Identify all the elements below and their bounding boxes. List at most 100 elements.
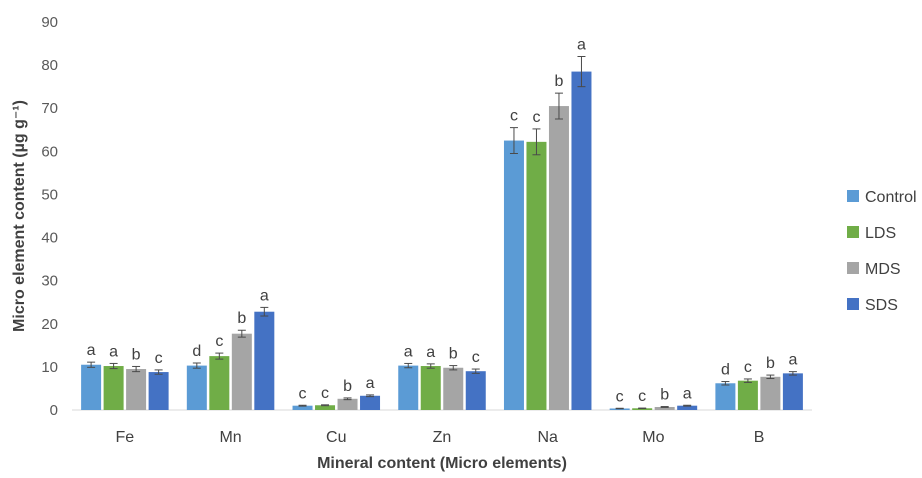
legend-item-sds: SDS: [847, 297, 898, 314]
legend-item-mds: MDS: [847, 261, 901, 278]
bar-control-zn: [398, 365, 419, 410]
bar-control-mo: [609, 408, 630, 410]
legend: Control LDS MDS SDS: [847, 189, 917, 314]
y-tick-label: 90: [41, 14, 58, 31]
significance-letter: c: [638, 388, 646, 405]
legend-label: LDS: [865, 225, 896, 242]
significance-letter: d: [721, 362, 730, 379]
significance-letter: c: [532, 109, 540, 126]
significance-letter: a: [426, 344, 435, 361]
significance-letter: c: [744, 359, 752, 376]
bar-control-fe: [81, 364, 102, 410]
x-tick-label: Zn: [433, 429, 452, 446]
y-tick-label: 50: [41, 186, 58, 203]
significance-letter: b: [555, 73, 564, 90]
legend-label: MDS: [865, 261, 901, 278]
significance-letter: b: [766, 355, 775, 372]
significance-letter: b: [343, 378, 352, 395]
significance-letter: a: [577, 36, 586, 53]
significance-letter: a: [366, 375, 375, 392]
significance-letter: a: [109, 343, 118, 360]
legend-label: SDS: [865, 297, 898, 314]
significance-letter: c: [215, 333, 223, 350]
significance-letter: b: [132, 346, 141, 363]
bar-control-b: [715, 383, 736, 410]
significance-letter: d: [192, 343, 201, 360]
legend-swatch: [847, 226, 859, 238]
bar-lds-na: [526, 141, 547, 411]
significance-letter: b: [660, 387, 669, 404]
bar-sds-na: [571, 71, 592, 411]
bar-mds-zn: [443, 367, 464, 410]
bar-mds-b: [760, 376, 781, 410]
bar-sds-b: [782, 373, 803, 410]
x-axis-title: Mineral content (Micro elements): [317, 455, 567, 472]
bar-lds-fe: [103, 366, 124, 410]
bar-sds-mo: [677, 405, 698, 410]
significance-letter: b: [449, 346, 458, 363]
significance-letter: c: [321, 385, 329, 402]
significance-letter: c: [472, 349, 480, 366]
bar-control-cu: [292, 405, 313, 410]
bar-mds-fe: [126, 369, 147, 410]
significance-letter: c: [155, 350, 163, 367]
x-tick-label: Na: [537, 429, 558, 446]
legend-label: Control: [865, 189, 917, 206]
legend-item-lds: LDS: [847, 225, 896, 242]
significance-letter: c: [510, 108, 518, 125]
significance-letter: a: [87, 342, 96, 359]
legend-item-control: Control: [847, 189, 917, 206]
y-tick-label: 70: [41, 100, 58, 117]
x-tick-label: Fe: [116, 429, 135, 446]
bar-mds-mn: [231, 333, 252, 410]
legend-swatch: [847, 190, 859, 202]
y-tick-label: 20: [41, 316, 58, 333]
y-tick-label: 60: [41, 143, 58, 160]
bar-sds-zn: [465, 371, 486, 410]
significance-letter: a: [788, 352, 797, 369]
y-tick-label: 0: [50, 402, 58, 419]
y-tick-label: 30: [41, 273, 58, 290]
legend-swatch: [847, 298, 859, 310]
category-labels: Fe Mn Cu Zn Na Mo B: [116, 429, 765, 446]
legend-swatch: [847, 262, 859, 274]
significance-letter: c: [616, 388, 624, 405]
x-tick-label: B: [754, 429, 765, 446]
bar-sds-fe: [148, 372, 169, 410]
bar-mds-mo: [654, 406, 675, 410]
significance-letter: a: [683, 385, 692, 402]
bar-lds-zn: [420, 366, 441, 410]
y-tick-label: 80: [41, 57, 58, 74]
y-tick-label: 10: [41, 359, 58, 376]
bar-lds-b: [737, 380, 758, 410]
bar-lds-mn: [209, 356, 230, 410]
bar-sds-mn: [254, 311, 275, 410]
x-tick-label: Mo: [642, 429, 664, 446]
bar-lds-mo: [632, 408, 653, 410]
bar-sds-cu: [360, 395, 381, 410]
bar-mds-na: [548, 106, 569, 411]
y-tick-label: 40: [41, 230, 58, 247]
bar-control-na: [503, 140, 524, 411]
x-tick-label: Mn: [219, 429, 241, 446]
bar-mds-cu: [337, 398, 358, 410]
x-tick-label: Cu: [326, 429, 346, 446]
bar-group-na: c c b a: [503, 36, 592, 411]
significance-letter: b: [237, 310, 246, 327]
y-axis-ticks: 0 10 20 30 40 50 60 70 80 90: [41, 14, 58, 419]
bar-lds-cu: [315, 405, 336, 410]
significance-letter: a: [404, 343, 413, 360]
significance-letter: c: [299, 385, 307, 402]
y-axis-title: Micro element content (µg g⁻¹): [11, 100, 28, 332]
bar-control-mn: [186, 365, 207, 410]
significance-letter: a: [260, 287, 269, 304]
